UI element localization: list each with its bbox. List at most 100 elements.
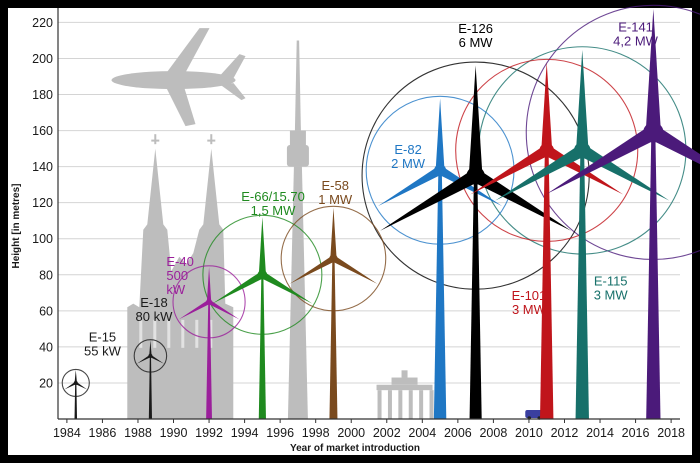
gate-column — [387, 390, 392, 419]
blade-E-115 — [495, 145, 586, 201]
blade-E-82 — [437, 166, 503, 207]
x-tick-label: 2008 — [479, 426, 507, 440]
tower-E-58 — [329, 258, 338, 419]
cathedral-window — [181, 319, 185, 348]
y-tick-label: 160 — [32, 124, 53, 138]
blade-E-141 — [645, 9, 661, 133]
y-tick-label: 140 — [32, 160, 53, 174]
hub-E-126 — [466, 166, 485, 185]
x-tick-label: 2004 — [408, 426, 436, 440]
blade-E-115 — [576, 49, 589, 151]
blade-E-15 — [74, 369, 77, 383]
blade-E-141 — [546, 125, 658, 195]
x-tick-label: 1992 — [195, 426, 223, 440]
cathedral-window — [195, 319, 199, 348]
tv-tower-pod — [286, 145, 309, 167]
turbine-power: 500 — [166, 268, 188, 283]
turbine-power: 80 kW — [136, 309, 174, 324]
blade-E-58 — [289, 255, 336, 284]
x-tick-label: 2002 — [373, 426, 401, 440]
gate-column — [408, 390, 413, 419]
tower-E-66/15.70 — [258, 274, 266, 419]
blade-E-15 — [75, 381, 88, 390]
turbine-label-E-40: E-40 500 kW — [166, 254, 193, 297]
tower-E-115 — [575, 150, 589, 419]
turbine-power: 2 MW — [391, 156, 426, 171]
turbine-model: E-15 — [89, 329, 116, 344]
gate-column — [377, 390, 382, 419]
turbine-model: E-66/15.70 — [241, 189, 305, 204]
blade-E-18 — [136, 354, 152, 364]
tv-tower-shaft — [287, 166, 308, 419]
blade-E-82 — [435, 98, 445, 171]
brandenburg-gate-silhouette — [376, 370, 434, 419]
blade-E-40 — [178, 299, 211, 320]
tower-E-15 — [74, 382, 78, 419]
tower-E-101 — [540, 150, 554, 419]
x-tick-label: 2016 — [622, 426, 650, 440]
y-tick-label: 80 — [39, 268, 53, 282]
hub-E-141 — [643, 122, 664, 143]
blade-E-66/15.70 — [212, 271, 265, 304]
blade-E-40 — [207, 299, 240, 320]
hub-E-82 — [434, 164, 446, 177]
turbine-power: 3 MW — [594, 288, 629, 303]
x-tick-label: 1988 — [124, 426, 152, 440]
hub-E-58 — [329, 254, 338, 263]
tv-tower-antenna — [294, 40, 301, 131]
airplane-silhouette — [111, 28, 246, 127]
turbine-power: 55 kW — [84, 343, 122, 358]
x-tick-label: 1996 — [266, 426, 294, 440]
turbine-E-15: E-15 55 kW — [64, 329, 122, 419]
tower-E-141 — [646, 132, 661, 419]
tower-E-40 — [206, 301, 212, 419]
turbine-power: 3 MW — [512, 302, 547, 317]
x-tick-label: 2006 — [444, 426, 472, 440]
y-tick-label: 60 — [39, 304, 53, 318]
x-tick-label: 2018 — [657, 426, 685, 440]
turbine-model: E-82 — [394, 142, 421, 157]
blade-E-58 — [331, 255, 378, 284]
hub-E-66/15.70 — [257, 270, 268, 280]
turbines: E-15 55 kWE-18 80 kWE-40 500 kWE-66/15.70 1,5… — [61, 4, 700, 419]
gate-attic — [376, 384, 433, 391]
turbine-model: E-101 — [512, 288, 547, 303]
turbine-model: E-126 — [458, 21, 493, 36]
tower-E-82 — [433, 170, 447, 419]
airplane-wing — [165, 85, 196, 127]
x-tick-label: 2010 — [515, 426, 543, 440]
airplane-tail — [219, 83, 246, 101]
cathedral-window — [167, 319, 171, 348]
tower-E-126 — [469, 175, 482, 419]
turbine-label-E-15: E-15 55 kW — [84, 329, 122, 358]
turbine-label-E-101: E-101 3 MW — [512, 288, 547, 317]
x-tick-label: 2000 — [337, 426, 365, 440]
turbine-model: E-115 — [594, 274, 628, 289]
x-tick-label: 1994 — [231, 426, 259, 440]
airplane-fuselage — [111, 71, 236, 90]
blade-E-40 — [206, 266, 212, 302]
tower-E-18 — [148, 355, 152, 419]
gate-column — [398, 390, 403, 419]
y-tick-label: 100 — [32, 232, 53, 246]
x-tick-label: 1990 — [160, 426, 188, 440]
tv-tower-silhouette — [286, 40, 309, 419]
turbine-label-E-58: E-58 1 MW — [318, 178, 353, 207]
turbine-E-58: E-58 1 MW — [289, 178, 378, 419]
tv-tower-pod-top — [289, 130, 306, 145]
turbine-E-141: E-141 4,2 MW — [546, 9, 700, 419]
cathedral-cross — [207, 139, 216, 142]
turbine-E-82: E-82 2 MW — [377, 98, 503, 419]
turbine-E-18: E-18 80 kW — [136, 295, 174, 419]
blade-E-126 — [468, 65, 483, 176]
y-tick-label: 200 — [32, 52, 53, 66]
y-tick-label: 120 — [32, 196, 53, 210]
turbine-model: E-58 — [321, 178, 348, 193]
y-axis-label: Height [in metres] — [11, 183, 22, 268]
blade-E-58 — [330, 207, 337, 259]
turbine-model: E-141 — [618, 19, 653, 34]
axes: 20 40 60 80 100 120 140 160 180 200 220 1984 1986 198… — [32, 8, 685, 440]
cathedral-cross — [210, 134, 213, 145]
airplane-tail — [219, 54, 246, 79]
